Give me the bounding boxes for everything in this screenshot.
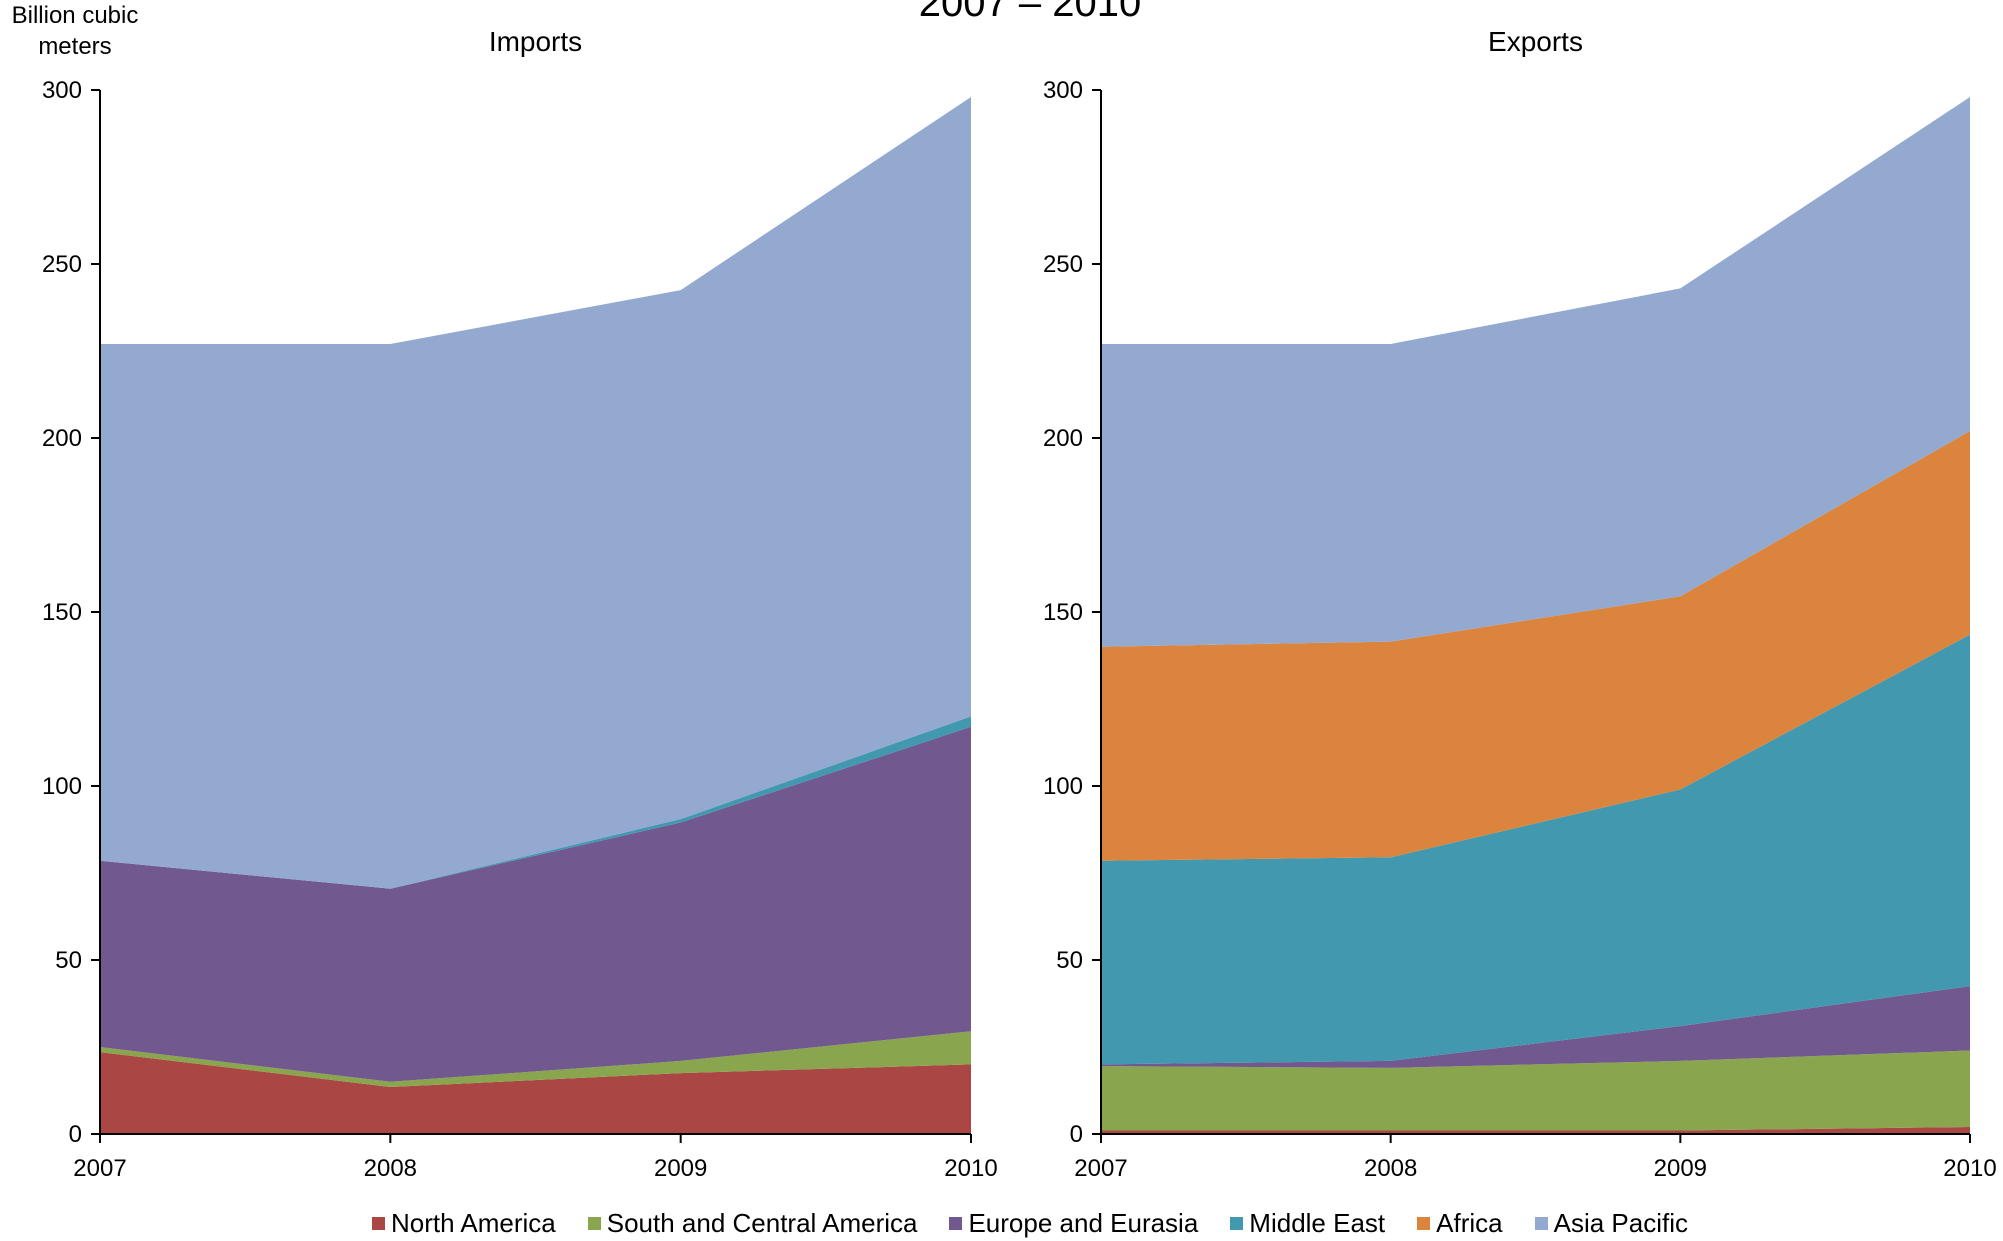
legend-label: Africa — [1436, 1208, 1503, 1238]
legend-swatch — [1534, 1216, 1548, 1230]
legend-label: Middle East — [1249, 1208, 1386, 1238]
exports-y-tick-label: 0 — [1070, 1121, 1083, 1148]
imports-x-tick-label: 2009 — [654, 1155, 707, 1182]
exports-panel: 0 50 100 150 200 250 300 2007 2008 2009 2010 Export… — [1043, 26, 1997, 1182]
exports-area-south-and-central-america — [1101, 1050, 1970, 1131]
chart-title: 2007 – 2010 — [918, 0, 1142, 25]
imports-x-tick-label: 2008 — [364, 1155, 417, 1182]
imports-x-tick-label: 2007 — [73, 1155, 126, 1182]
chart-legend: North America South and Central America Eu… — [0, 1208, 2003, 1238]
imports-y-tick-label: 300 — [42, 77, 82, 104]
exports-y-tick-label: 200 — [1043, 425, 1083, 452]
legend-item: Asia Pacific — [1534, 1208, 1688, 1238]
imports-y-tick-label: 250 — [42, 251, 82, 278]
legend-label: Asia Pacific — [1553, 1208, 1688, 1238]
imports-y-tick-label: 100 — [42, 773, 82, 800]
exports-area-asia-pacific — [1101, 97, 1970, 647]
legend-item: Middle East — [1230, 1208, 1385, 1238]
exports-x-tick-label: 2008 — [1364, 1155, 1417, 1182]
exports-x-tick-label: 2009 — [1654, 1155, 1707, 1182]
exports-area-middle-east — [1101, 634, 1970, 1065]
legend-swatch — [372, 1216, 385, 1230]
exports-y-tick-label: 150 — [1043, 599, 1083, 626]
exports-y-tick-label: 300 — [1043, 77, 1083, 104]
imports-area-europe-and-eurasia — [100, 726, 971, 1082]
legend-swatch — [587, 1216, 601, 1230]
imports-area-south-and-central-america — [100, 1031, 971, 1087]
legend-label: Europe and Eurasia — [968, 1208, 1199, 1238]
imports-y-tick-label: 200 — [42, 425, 82, 452]
legend-label: South and Central America — [606, 1208, 918, 1238]
exports-x-tick-label: 2010 — [1943, 1155, 1996, 1182]
exports-y-tick-label: 250 — [1043, 251, 1083, 278]
imports-area-middle-east — [100, 716, 971, 889]
imports-y-tick-label: 50 — [55, 947, 82, 974]
imports-area-north-america — [100, 1052, 971, 1134]
exports-area-europe-and-eurasia — [1101, 986, 1970, 1068]
imports-x-tick-label: 2010 — [944, 1155, 997, 1182]
exports-y-tick-label: 100 — [1043, 773, 1083, 800]
exports-y-tick-label: 50 — [1056, 947, 1083, 974]
imports-y-tick-label: 0 — [69, 1121, 82, 1148]
exports-x-tick-label: 2007 — [1074, 1155, 1127, 1182]
y-axis-label: Billion cubic meters — [11, 2, 139, 60]
imports-y-tick-label: 150 — [42, 599, 82, 626]
exports-area-africa — [1101, 431, 1970, 861]
legend-swatch — [1417, 1216, 1431, 1230]
imports-panel: 0 50 100 150 200 250 300 2007 2008 2009 2010 Import… — [42, 26, 998, 1182]
legend-item: Africa — [1417, 1208, 1503, 1238]
imports-panel-title: Imports — [489, 26, 582, 57]
legend-item: North America — [372, 1208, 556, 1238]
legend-swatch — [949, 1216, 963, 1230]
imports-area-asia-pacific — [100, 97, 971, 889]
exports-panel-title: Exports — [1488, 26, 1583, 57]
legend-swatch — [1230, 1216, 1244, 1230]
legend-item: Europe and Eurasia — [949, 1208, 1198, 1238]
legend-label: North America — [391, 1208, 556, 1238]
legend-item: South and Central America — [587, 1208, 918, 1238]
